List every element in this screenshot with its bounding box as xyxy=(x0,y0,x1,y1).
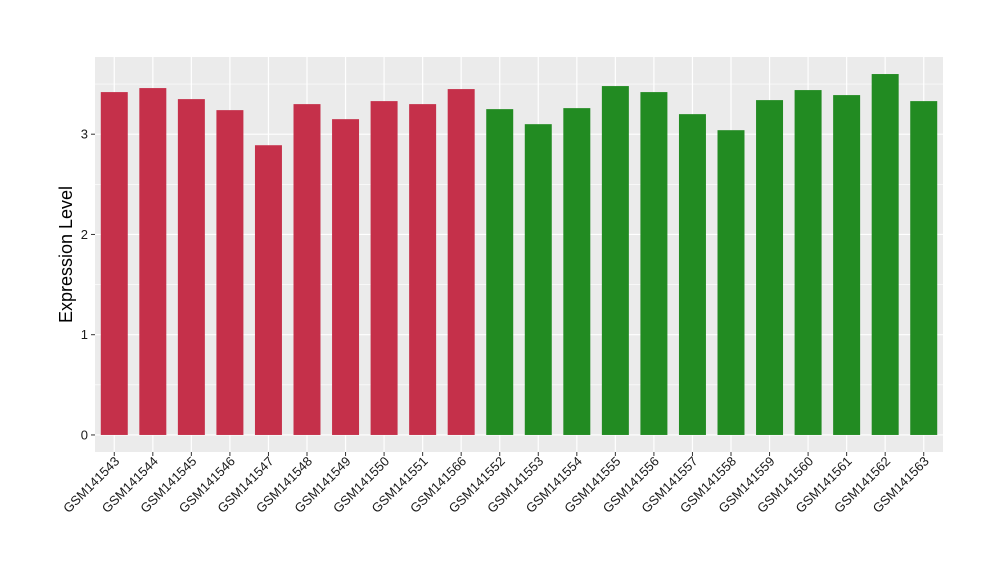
bar-GSM141562 xyxy=(871,74,899,435)
bar-GSM141555 xyxy=(601,86,629,435)
bar-GSM141552 xyxy=(486,109,514,435)
y-tick-label: 1 xyxy=(81,327,88,342)
bar-GSM141553 xyxy=(524,124,552,435)
bar-GSM141550 xyxy=(370,101,398,435)
bar-GSM141549 xyxy=(332,119,360,435)
bar-GSM141551 xyxy=(409,104,437,435)
bars xyxy=(100,74,938,435)
bar-GSM141545 xyxy=(177,99,205,435)
bar-GSM141561 xyxy=(833,95,861,435)
bar-GSM141547 xyxy=(254,145,282,435)
bar-GSM141560 xyxy=(794,90,822,435)
bar-GSM141557 xyxy=(678,114,706,435)
bar-GSM141566 xyxy=(447,89,475,435)
bar-GSM141544 xyxy=(139,88,167,435)
bar-GSM141558 xyxy=(717,130,745,435)
y-tick-label: 0 xyxy=(81,427,88,442)
bar-GSM141554 xyxy=(563,108,591,435)
bar-GSM141546 xyxy=(216,110,244,435)
bar-GSM141559 xyxy=(756,100,784,435)
y-axis: 0 1 2 3 xyxy=(81,127,95,442)
y-tick-label: 2 xyxy=(81,227,88,242)
y-axis-title: Expression Level xyxy=(56,186,76,323)
bar-GSM141556 xyxy=(640,92,668,435)
y-tick-label: 3 xyxy=(81,127,88,142)
bar-GSM141548 xyxy=(293,104,321,435)
bar-GSM141543 xyxy=(100,92,128,435)
bar-GSM141563 xyxy=(910,101,938,435)
x-axis: GSM141543GSM141544GSM141545GSM141546GSM1… xyxy=(60,452,932,516)
